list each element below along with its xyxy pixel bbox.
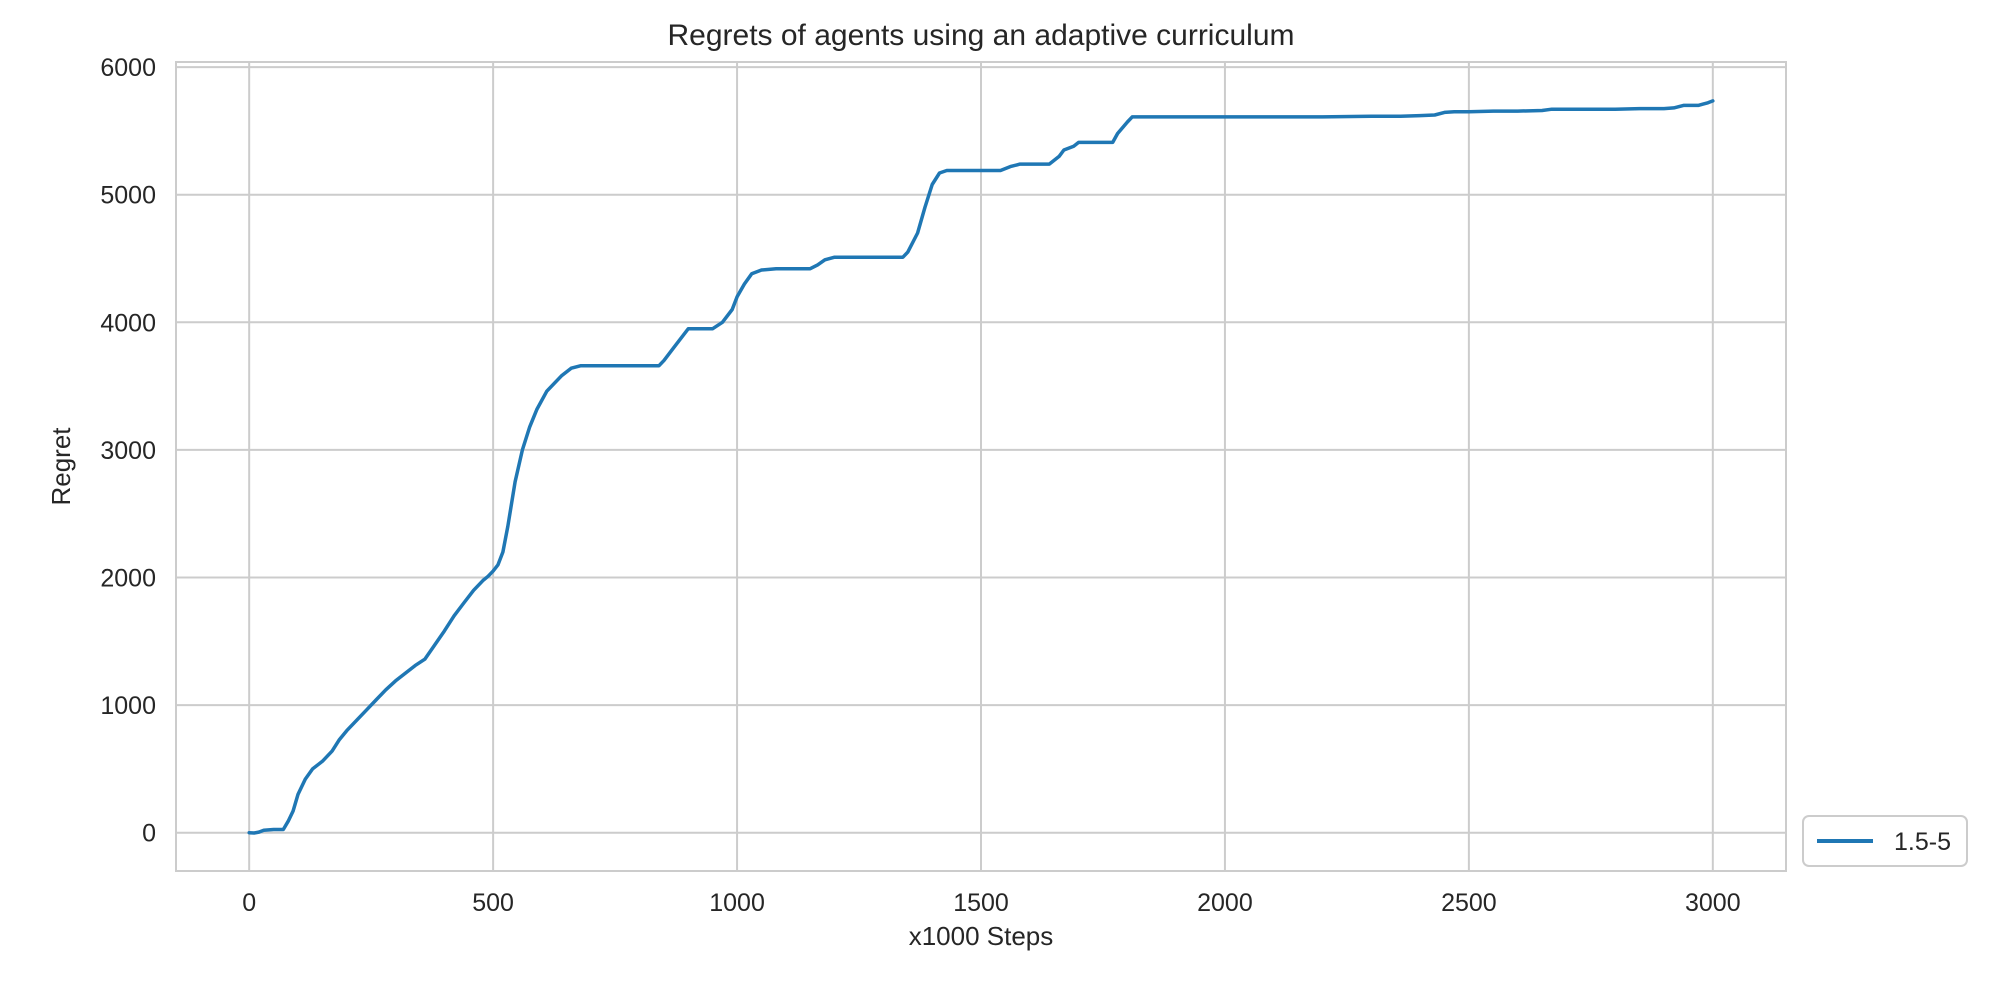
x-tick-label: 1500 (953, 889, 1009, 917)
y-tick-label: 6000 (100, 54, 156, 82)
x-tick-label: 3000 (1685, 889, 1741, 917)
y-tick-label: 5000 (100, 182, 156, 210)
legend: 1.5-5 (1802, 815, 1968, 867)
x-tick-label: 1000 (709, 889, 765, 917)
x-axis-label: x1000 Steps (909, 921, 1054, 951)
y-axis-ticks: 0 1000 2000 3000 4000 5000 6000 (100, 54, 156, 848)
legend-box (1802, 815, 1968, 867)
grid-layer (176, 62, 1786, 871)
series-layer (247, 99, 1715, 835)
x-tick-label: 500 (472, 889, 514, 917)
y-tick-label: 3000 (100, 437, 156, 465)
y-tick-label: 4000 (100, 309, 156, 337)
y-tick-label: 2000 (100, 565, 156, 593)
x-tick-label: 2500 (1441, 889, 1497, 917)
x-tick-label: 0 (242, 889, 256, 917)
y-axis-label: Regret (46, 427, 76, 506)
x-tick-label: 2000 (1197, 889, 1253, 917)
y-tick-label: 0 (142, 820, 156, 848)
plot-frame (175, 61, 1787, 872)
series-line (247, 99, 1715, 835)
x-axis-ticks: 0 500 1000 1500 2000 2500 3000 (242, 889, 1740, 917)
chart-title: Regrets of agents using an adaptive curr… (667, 19, 1294, 52)
legend-label: 1.5-5 (1894, 828, 1951, 856)
y-tick-label: 1000 (100, 692, 156, 720)
